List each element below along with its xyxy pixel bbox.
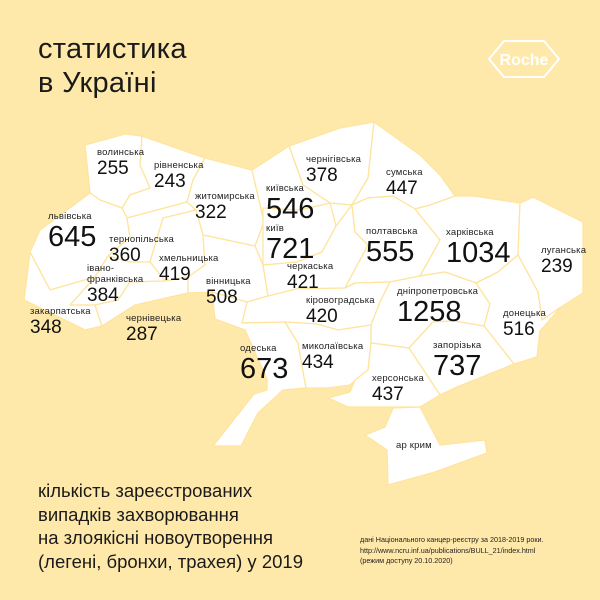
caption-line-2: випадків захворювання xyxy=(38,503,239,525)
label-kyiv: київ 721 xyxy=(266,223,315,265)
label-odeska: одеська 673 xyxy=(240,343,289,385)
label-lvivska: львівська 645 xyxy=(48,211,97,253)
region-odeska[interactable] xyxy=(211,291,307,447)
title-line-1: статистика xyxy=(38,33,187,65)
label-ternopilska: тернопільська 360 xyxy=(109,234,175,266)
caption-line-1: кількість зареєстрованих xyxy=(38,480,253,501)
label-volynska: волинська 255 xyxy=(97,147,145,179)
label-ar-krym: ар крим xyxy=(396,440,432,451)
label-khersonska: херсонська 437 xyxy=(372,373,424,405)
label-dnipropetrovska: дніпропетровська 1258 xyxy=(397,286,479,328)
label-donetska: донецька 516 xyxy=(503,308,546,340)
label-vinnytska: вінницька 508 xyxy=(206,276,251,308)
region-donetska[interactable] xyxy=(475,254,562,365)
page-title: статистика в Україні xyxy=(38,32,187,100)
label-zakarpatska: закарпатська 348 xyxy=(30,306,91,338)
logo-text: Roche xyxy=(500,52,549,69)
region-khersonska[interactable] xyxy=(327,342,441,408)
title-line-2: в Україні xyxy=(38,67,157,99)
map-caption: кількість зареєстрованих випадків захвор… xyxy=(38,479,303,573)
roche-logo: Roche xyxy=(487,40,561,78)
caption-line-4: (легені, бронхи, трахея) у 2019 xyxy=(38,550,303,572)
label-zaporizka: запорізька 737 xyxy=(433,340,482,382)
label-sumska: сумська 447 xyxy=(386,167,423,199)
label-zhytomyrska: житомирська 322 xyxy=(195,191,255,223)
caption-line-3: на злоякісні новоутворення xyxy=(38,527,274,548)
source-note: дані Національного канцер-реєстру за 201… xyxy=(360,535,544,567)
source-line-1: дані Національного канцер-реєстру за 201… xyxy=(360,535,544,544)
region-zaporizka[interactable] xyxy=(408,320,515,396)
source-url: http://www.ncru.inf.ua/publications/BULL… xyxy=(360,545,536,555)
label-chernihivska: чернігівська 378 xyxy=(306,154,362,186)
label-mykolaivska: миколаївська 434 xyxy=(302,341,364,373)
label-kharkivska: харківська 1034 xyxy=(446,227,511,269)
region-ar-krym[interactable] xyxy=(364,406,488,486)
label-kyivska: київська 546 xyxy=(266,183,315,225)
label-kirovohradska: кіровоградська 420 xyxy=(306,295,375,327)
label-cherkaska: черкаська 421 xyxy=(287,261,334,293)
label-luhanska: луганська 239 xyxy=(541,245,587,277)
label-rivnenska: рівненська 243 xyxy=(154,160,204,192)
label-chernivetska: чернівецька 287 xyxy=(126,313,182,345)
label-khmelnytska: хмельницька 419 xyxy=(159,253,219,285)
source-access-date: (режим доступу 20.10.2020) xyxy=(360,556,453,565)
label-ivano-frankivska: івано- франківська 384 xyxy=(87,263,144,306)
label-poltavska: полтавська 555 xyxy=(366,226,418,268)
